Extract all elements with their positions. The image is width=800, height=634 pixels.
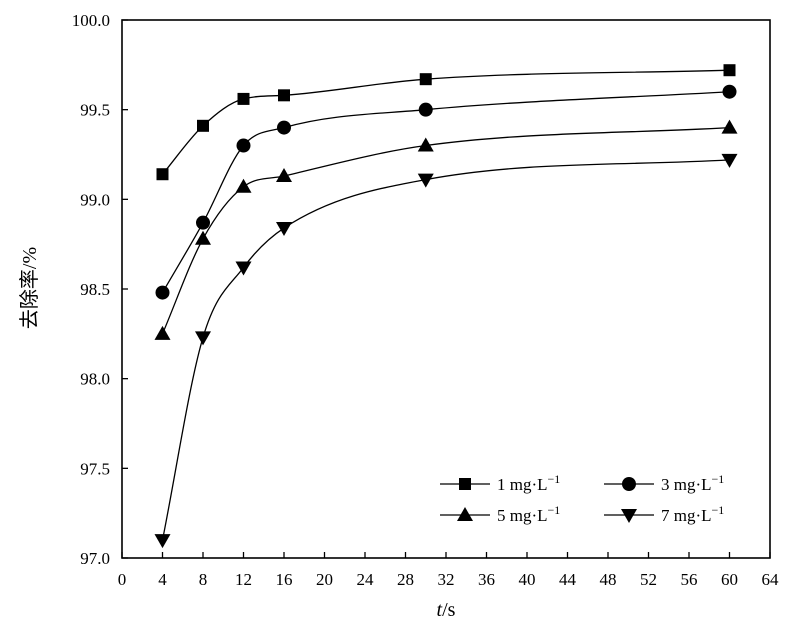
x-tick-label: 0 (118, 570, 127, 589)
data-point-series-1 (197, 119, 209, 132)
y-tick-label: 99.0 (80, 190, 110, 209)
x-axis-title: t/s (437, 599, 456, 621)
data-point-series-1 (278, 89, 290, 102)
data-point-series-2 (418, 102, 433, 117)
x-tick-label: 16 (276, 570, 293, 589)
x-tick-label: 20 (316, 570, 333, 589)
legend-marker-4 (621, 509, 637, 523)
legend-label-3: 5 mg·L−1 (497, 503, 560, 525)
x-tick-label: 32 (438, 570, 455, 589)
legend-label-1: 1 mg·L−1 (497, 472, 560, 494)
x-tick-label: 52 (640, 570, 657, 589)
data-point-series-3 (235, 178, 252, 193)
y-tick-label: 98.0 (80, 370, 110, 389)
legend-label-4: 7 mg·L−1 (661, 503, 724, 525)
legend-marker-2 (622, 477, 636, 491)
y-axis-title: 去除率/% (18, 247, 41, 329)
x-tick-label: 4 (158, 570, 167, 589)
data-point-series-3 (154, 325, 171, 340)
legend-label-2: 3 mg·L−1 (661, 472, 724, 494)
y-tick-label: 97.0 (80, 549, 110, 568)
data-point-series-1 (156, 168, 169, 181)
series-line-3 (161, 126, 730, 335)
x-tick-label: 24 (357, 570, 375, 589)
data-point-series-2 (196, 215, 210, 230)
series-line-4 (161, 159, 730, 541)
data-point-series-1 (419, 73, 432, 86)
x-tick-label: 36 (478, 570, 495, 589)
x-tick-label: 56 (681, 570, 698, 589)
x-tick-label: 60 (721, 570, 738, 589)
data-point-series-2 (277, 120, 291, 135)
data-point-series-3 (721, 119, 738, 134)
data-point-series-2 (722, 84, 737, 99)
data-point-series-3 (417, 137, 434, 152)
x-tick-label: 48 (600, 570, 617, 589)
x-tick-label: 64 (762, 570, 780, 589)
data-point-series-4 (417, 173, 434, 188)
data-point-series-4 (195, 331, 211, 346)
data-point-series-1 (237, 92, 250, 105)
data-point-series-3 (276, 168, 292, 183)
data-point-series-4 (721, 153, 738, 168)
x-tick-label: 28 (397, 570, 414, 589)
y-tick-label: 98.5 (80, 280, 110, 299)
data-point-series-4 (276, 222, 292, 237)
data-point-series-4 (235, 261, 252, 276)
y-tick-label: 97.5 (80, 459, 110, 478)
x-tick-label: 40 (519, 570, 536, 589)
y-tick-label: 99.5 (80, 101, 110, 120)
data-point-series-2 (236, 138, 251, 153)
y-tick-label: 100.0 (72, 11, 110, 30)
data-point-series-1 (723, 64, 736, 77)
data-point-series-2 (155, 285, 170, 300)
data-point-series-3 (195, 230, 211, 245)
series-line-1 (162, 69, 730, 175)
x-tick-label: 12 (235, 570, 252, 589)
x-tick-label: 44 (559, 570, 577, 589)
data-point-series-4 (154, 534, 171, 549)
legend-marker-3 (457, 507, 473, 521)
legend-marker-1 (459, 478, 471, 490)
x-tick-label: 8 (199, 570, 208, 589)
x-axis-title-unit: /s (442, 599, 456, 621)
x-axis-title-variable: t (437, 599, 443, 621)
